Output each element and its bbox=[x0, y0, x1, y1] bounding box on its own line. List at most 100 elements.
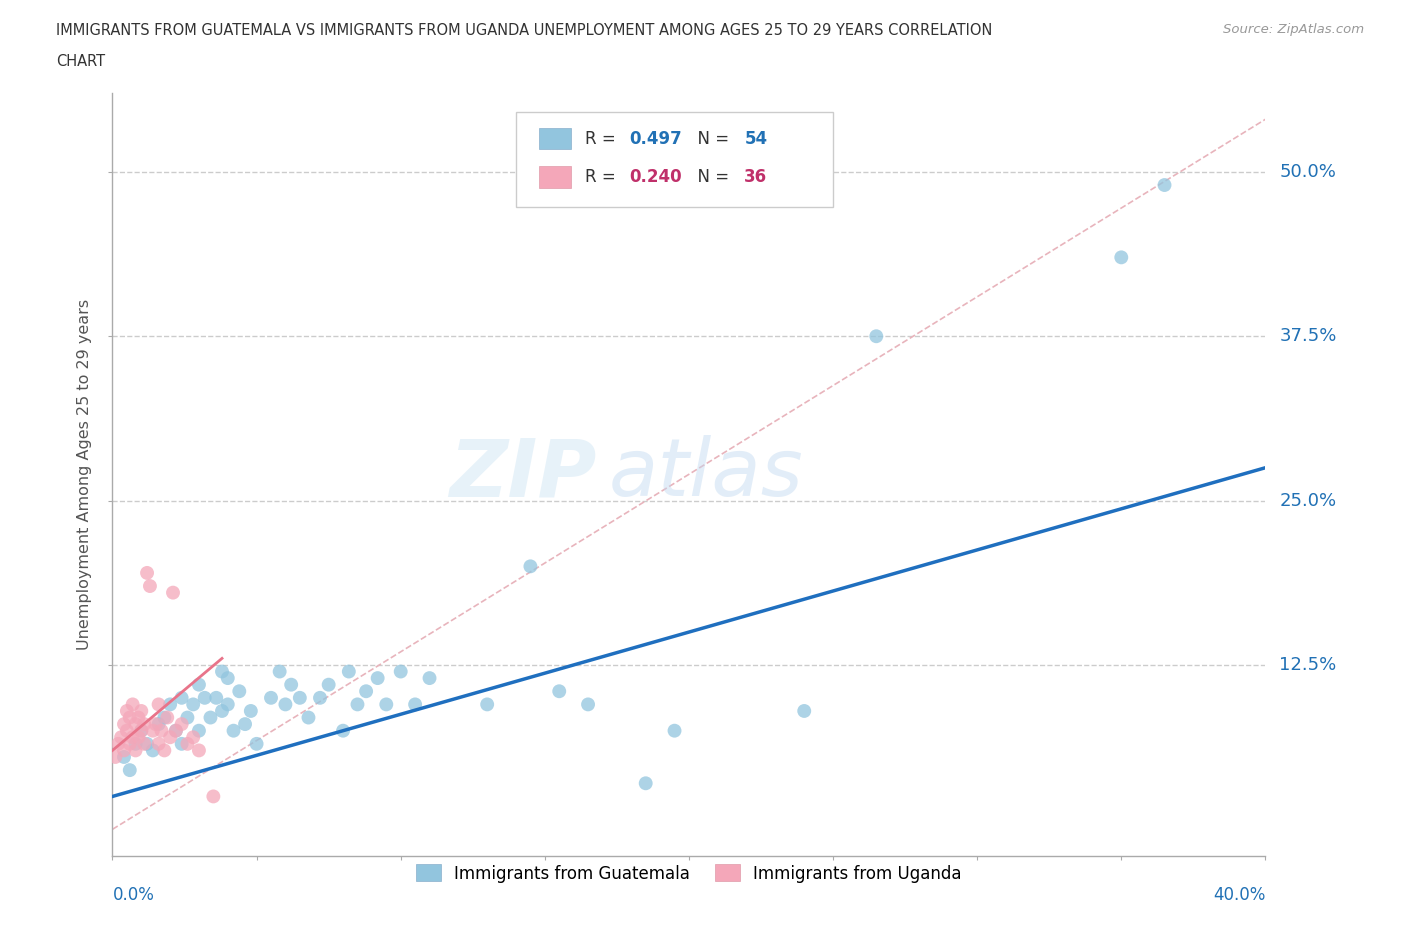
Text: R =: R = bbox=[585, 168, 621, 186]
Point bbox=[112, 717, 135, 732]
Text: R =: R = bbox=[585, 130, 621, 148]
Point bbox=[332, 724, 354, 738]
Point bbox=[142, 724, 165, 738]
Point bbox=[118, 711, 141, 725]
Point bbox=[134, 737, 156, 751]
Point bbox=[181, 730, 204, 745]
Text: 37.5%: 37.5% bbox=[1279, 327, 1337, 345]
Text: N =: N = bbox=[686, 168, 734, 186]
Point bbox=[165, 724, 187, 738]
Point bbox=[127, 730, 149, 745]
Point bbox=[107, 737, 129, 751]
Point bbox=[159, 730, 181, 745]
Point bbox=[228, 684, 250, 698]
Point bbox=[269, 664, 291, 679]
Point bbox=[211, 664, 233, 679]
Point bbox=[188, 677, 211, 692]
Point bbox=[260, 690, 283, 705]
Point bbox=[159, 697, 181, 711]
Point bbox=[634, 776, 657, 790]
Point bbox=[188, 724, 211, 738]
Point bbox=[288, 690, 311, 705]
FancyBboxPatch shape bbox=[538, 166, 571, 188]
Point bbox=[148, 737, 170, 751]
Point bbox=[110, 730, 132, 745]
Point bbox=[202, 789, 225, 804]
Point bbox=[337, 664, 360, 679]
Text: 40.0%: 40.0% bbox=[1213, 886, 1265, 904]
Point bbox=[153, 743, 176, 758]
Point bbox=[475, 697, 499, 711]
Point bbox=[176, 711, 198, 725]
Point bbox=[165, 724, 187, 738]
Point bbox=[194, 690, 217, 705]
Point bbox=[162, 585, 184, 600]
Point bbox=[139, 578, 162, 593]
Point bbox=[112, 750, 135, 764]
Point bbox=[104, 750, 127, 764]
Point bbox=[150, 724, 173, 738]
Point bbox=[318, 677, 340, 692]
Point bbox=[121, 697, 143, 711]
Point bbox=[124, 737, 146, 751]
Point bbox=[129, 703, 153, 718]
Point bbox=[181, 697, 204, 711]
Point bbox=[115, 724, 138, 738]
Point bbox=[142, 743, 165, 758]
Point bbox=[129, 724, 153, 738]
Text: atlas: atlas bbox=[609, 435, 803, 513]
Point bbox=[239, 703, 262, 718]
Point bbox=[233, 717, 256, 732]
Point bbox=[1111, 250, 1133, 265]
Point bbox=[205, 690, 228, 705]
Point bbox=[145, 717, 167, 732]
Point bbox=[419, 671, 441, 685]
Point bbox=[124, 717, 146, 732]
Point bbox=[548, 684, 571, 698]
Point bbox=[170, 717, 193, 732]
Point bbox=[136, 737, 159, 751]
Point bbox=[136, 565, 159, 580]
Text: 0.240: 0.240 bbox=[628, 168, 682, 186]
Point bbox=[170, 690, 193, 705]
FancyBboxPatch shape bbox=[538, 128, 571, 150]
Text: 25.0%: 25.0% bbox=[1279, 492, 1337, 510]
Text: CHART: CHART bbox=[56, 54, 105, 69]
Text: Source: ZipAtlas.com: Source: ZipAtlas.com bbox=[1223, 23, 1364, 36]
Text: 54: 54 bbox=[744, 130, 768, 148]
Text: 0.497: 0.497 bbox=[628, 130, 682, 148]
Text: 0.0%: 0.0% bbox=[112, 886, 155, 904]
Point bbox=[115, 703, 138, 718]
Point bbox=[129, 724, 153, 738]
Point bbox=[793, 703, 815, 718]
Point bbox=[176, 737, 198, 751]
Point bbox=[124, 743, 146, 758]
Legend: Immigrants from Guatemala, Immigrants from Uganda: Immigrants from Guatemala, Immigrants fr… bbox=[409, 857, 969, 889]
Point bbox=[134, 717, 156, 732]
Point bbox=[217, 697, 239, 711]
Point bbox=[297, 711, 319, 725]
Point bbox=[1153, 178, 1175, 193]
Point bbox=[112, 743, 135, 758]
Point bbox=[211, 703, 233, 718]
Point bbox=[153, 711, 176, 725]
Point bbox=[246, 737, 269, 751]
Point bbox=[346, 697, 368, 711]
Point bbox=[148, 717, 170, 732]
Text: 50.0%: 50.0% bbox=[1279, 163, 1336, 181]
Point bbox=[170, 737, 193, 751]
Point bbox=[389, 664, 412, 679]
Y-axis label: Unemployment Among Ages 25 to 29 years: Unemployment Among Ages 25 to 29 years bbox=[77, 299, 93, 650]
Point bbox=[121, 730, 143, 745]
Point bbox=[404, 697, 426, 711]
Point bbox=[519, 559, 541, 574]
FancyBboxPatch shape bbox=[516, 113, 832, 207]
Point bbox=[309, 690, 332, 705]
Point bbox=[375, 697, 398, 711]
Point bbox=[222, 724, 245, 738]
Point bbox=[217, 671, 239, 685]
Point bbox=[274, 697, 297, 711]
Point bbox=[127, 711, 149, 725]
Point bbox=[188, 743, 211, 758]
Point bbox=[118, 737, 141, 751]
